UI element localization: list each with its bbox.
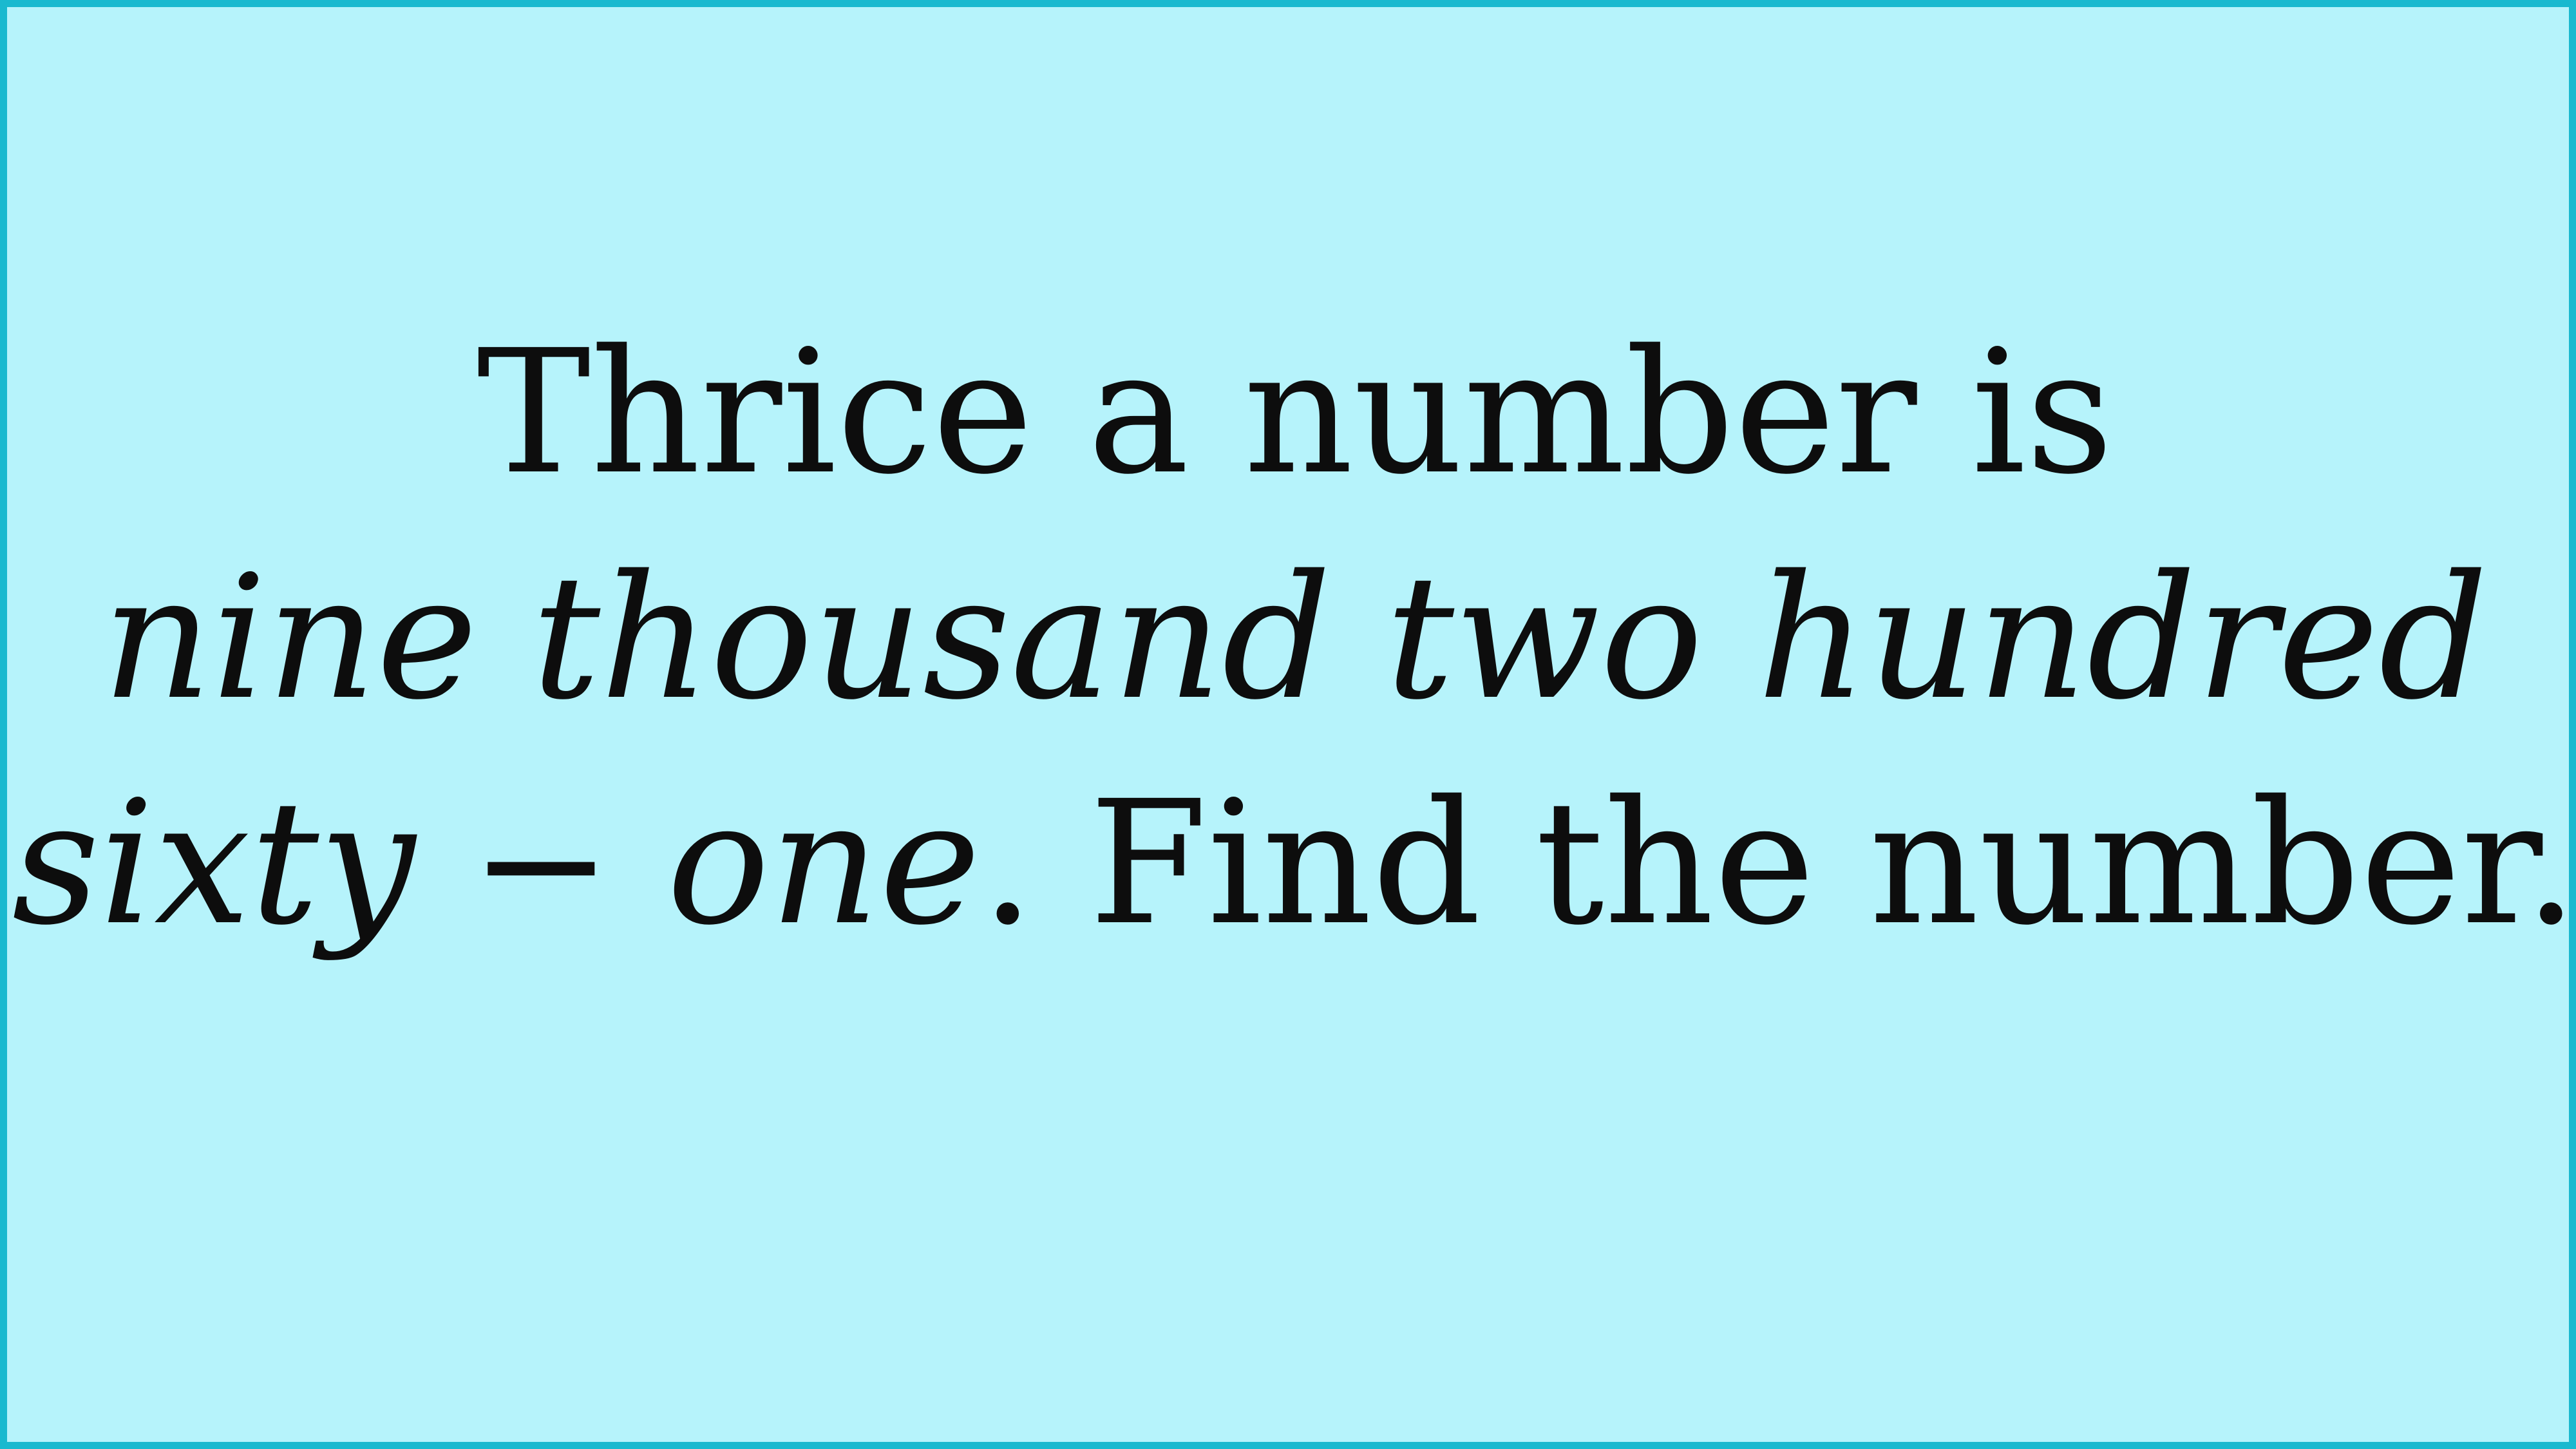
problem-line-1: Thrice a number is [477, 314, 2114, 512]
problem-math-expression: sixty − one [12, 764, 981, 963]
problem-question: . Find the number. [980, 764, 2576, 963]
problem-line-2: nine thousand two hundred [102, 539, 2488, 737]
problem-text: Thrice a number is nine thousand two hun… [7, 300, 2576, 976]
problem-line-3: sixty − one. Find the number. [7, 751, 2576, 976]
